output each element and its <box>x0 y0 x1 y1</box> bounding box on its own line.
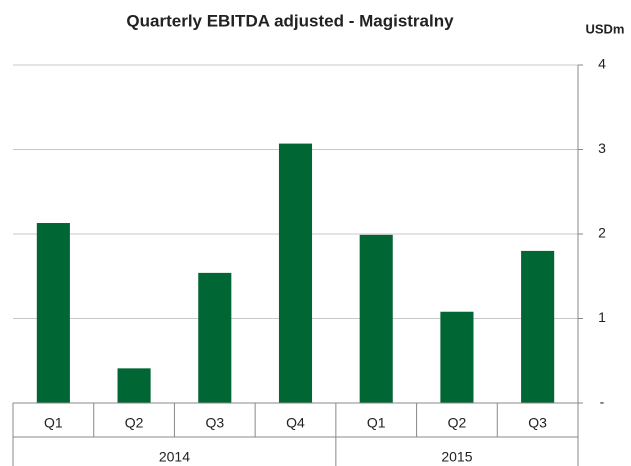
group-label: 2014 <box>159 449 190 465</box>
group-label: 2015 <box>441 449 472 465</box>
bar <box>117 368 151 403</box>
chart-title: Quarterly EBITDA adjusted - Magistralny <box>126 11 454 30</box>
x-tick-label: Q2 <box>125 415 144 431</box>
y-tick-label: 3 <box>598 140 606 156</box>
unit-label: USDm <box>585 21 624 36</box>
x-tick-label: Q3 <box>205 415 224 431</box>
y-tick-label: 2 <box>598 225 606 241</box>
y-tick-label: 1 <box>598 309 606 325</box>
y-tick-label: - <box>600 394 605 410</box>
y-tick-label: 4 <box>598 56 606 72</box>
x-tick-label: Q4 <box>286 415 305 431</box>
bar <box>359 234 393 403</box>
bar <box>440 311 474 403</box>
bar <box>521 250 555 403</box>
x-tick-label: Q3 <box>528 415 547 431</box>
x-tick-label: Q2 <box>448 415 467 431</box>
x-tick-label: Q1 <box>367 415 386 431</box>
x-tick-label: Q1 <box>44 415 63 431</box>
bar <box>198 272 232 403</box>
bar <box>36 223 70 403</box>
bar <box>278 143 313 403</box>
